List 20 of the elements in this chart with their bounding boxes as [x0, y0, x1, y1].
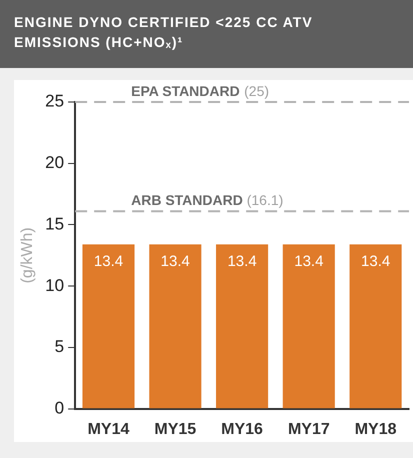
x-tick-label: MY15 — [154, 420, 196, 438]
ref-line-label: ARB STANDARD (16.1) — [131, 192, 284, 208]
data-label: 13.4 — [94, 252, 124, 270]
x-tick-label: MY17 — [288, 420, 330, 438]
x-tick-label: MY16 — [221, 420, 264, 438]
data-label: 13.4 — [227, 252, 257, 270]
y-tick-label: 5 — [54, 337, 64, 356]
y-tick-label: 25 — [45, 92, 64, 111]
x-tick-label: MY14 — [88, 420, 130, 438]
y-tick-label: 10 — [45, 276, 64, 295]
y-tick-label: 0 — [54, 398, 64, 418]
x-tick-label: MY18 — [354, 420, 397, 438]
y-tick-label: 20 — [45, 153, 64, 172]
data-label: 13.4 — [294, 252, 324, 270]
data-label: 13.4 — [361, 252, 390, 270]
chart-title: ENGINE DYNO CERTIFIED <225 CC ATV EMISSIONS (HC+NOₓ)¹ — [0, 0, 413, 68]
y-tick-label: 15 — [45, 214, 64, 234]
y-axis-title: (g/kWh) — [19, 227, 36, 284]
data-label: 13.4 — [160, 252, 190, 270]
ref-line-label: EPA STANDARD (25) — [131, 82, 270, 99]
